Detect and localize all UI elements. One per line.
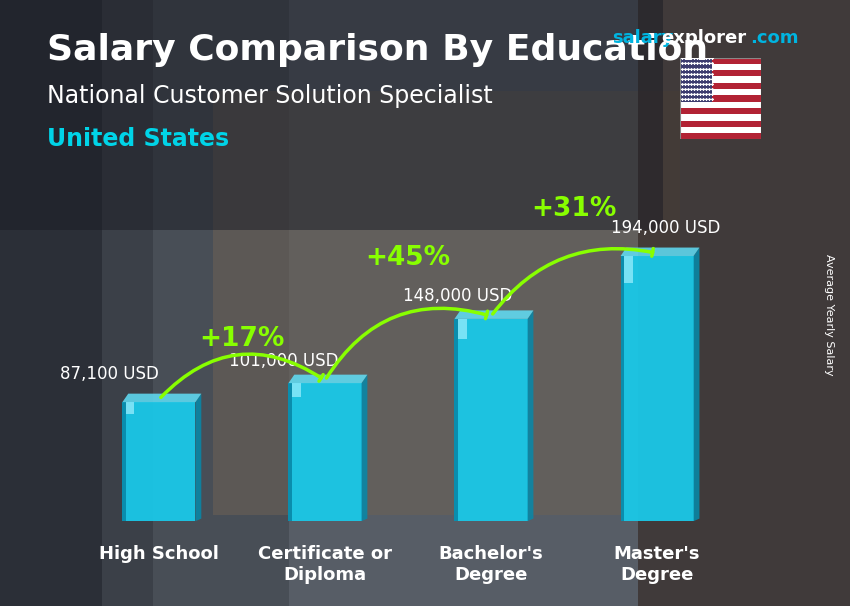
Bar: [680, 102, 761, 108]
Text: Certificate or
Diploma: Certificate or Diploma: [258, 545, 392, 584]
Bar: [620, 256, 624, 521]
Bar: [680, 64, 761, 70]
Bar: [680, 127, 761, 133]
Bar: [680, 114, 761, 121]
Bar: [212, 91, 680, 515]
Bar: [0, 0, 153, 606]
Bar: [102, 0, 289, 606]
Polygon shape: [122, 394, 201, 402]
Bar: [620, 256, 694, 521]
Text: High School: High School: [99, 545, 218, 563]
Bar: [680, 133, 761, 139]
Text: +17%: +17%: [199, 326, 285, 352]
Bar: [680, 108, 761, 114]
Bar: [458, 319, 467, 339]
Polygon shape: [455, 310, 534, 319]
Polygon shape: [288, 375, 367, 383]
Polygon shape: [196, 394, 201, 521]
Bar: [680, 89, 761, 95]
Text: National Customer Solution Specialist: National Customer Solution Specialist: [47, 84, 492, 108]
Bar: [680, 76, 761, 83]
Bar: [126, 402, 134, 414]
Text: +31%: +31%: [531, 196, 617, 222]
Text: 194,000 USD: 194,000 USD: [610, 219, 720, 238]
Bar: [680, 58, 712, 102]
Text: Master's
Degree: Master's Degree: [614, 545, 700, 584]
Text: 101,000 USD: 101,000 USD: [229, 351, 338, 370]
Bar: [455, 319, 528, 521]
Bar: [680, 83, 761, 89]
Polygon shape: [528, 310, 534, 521]
Text: Bachelor's
Degree: Bachelor's Degree: [439, 545, 543, 584]
Bar: [638, 0, 850, 606]
Bar: [122, 402, 196, 521]
Bar: [680, 121, 761, 127]
Text: 148,000 USD: 148,000 USD: [403, 287, 513, 305]
Text: +45%: +45%: [366, 245, 450, 271]
Text: explorer: explorer: [661, 29, 746, 47]
Text: .com: .com: [750, 29, 798, 47]
Bar: [680, 95, 761, 102]
Text: United States: United States: [47, 127, 229, 152]
Bar: [292, 383, 301, 397]
Polygon shape: [361, 375, 367, 521]
Text: salary: salary: [612, 29, 673, 47]
Bar: [0, 0, 663, 230]
Bar: [288, 383, 292, 521]
Text: Average Yearly Salary: Average Yearly Salary: [824, 255, 834, 376]
Bar: [624, 256, 632, 282]
Polygon shape: [620, 247, 700, 256]
Bar: [680, 58, 761, 64]
Polygon shape: [694, 247, 700, 521]
Text: Salary Comparison By Education: Salary Comparison By Education: [47, 33, 708, 67]
Bar: [288, 383, 361, 521]
Bar: [122, 402, 126, 521]
Text: 87,100 USD: 87,100 USD: [60, 365, 159, 384]
Bar: [455, 319, 458, 521]
Bar: [680, 70, 761, 76]
